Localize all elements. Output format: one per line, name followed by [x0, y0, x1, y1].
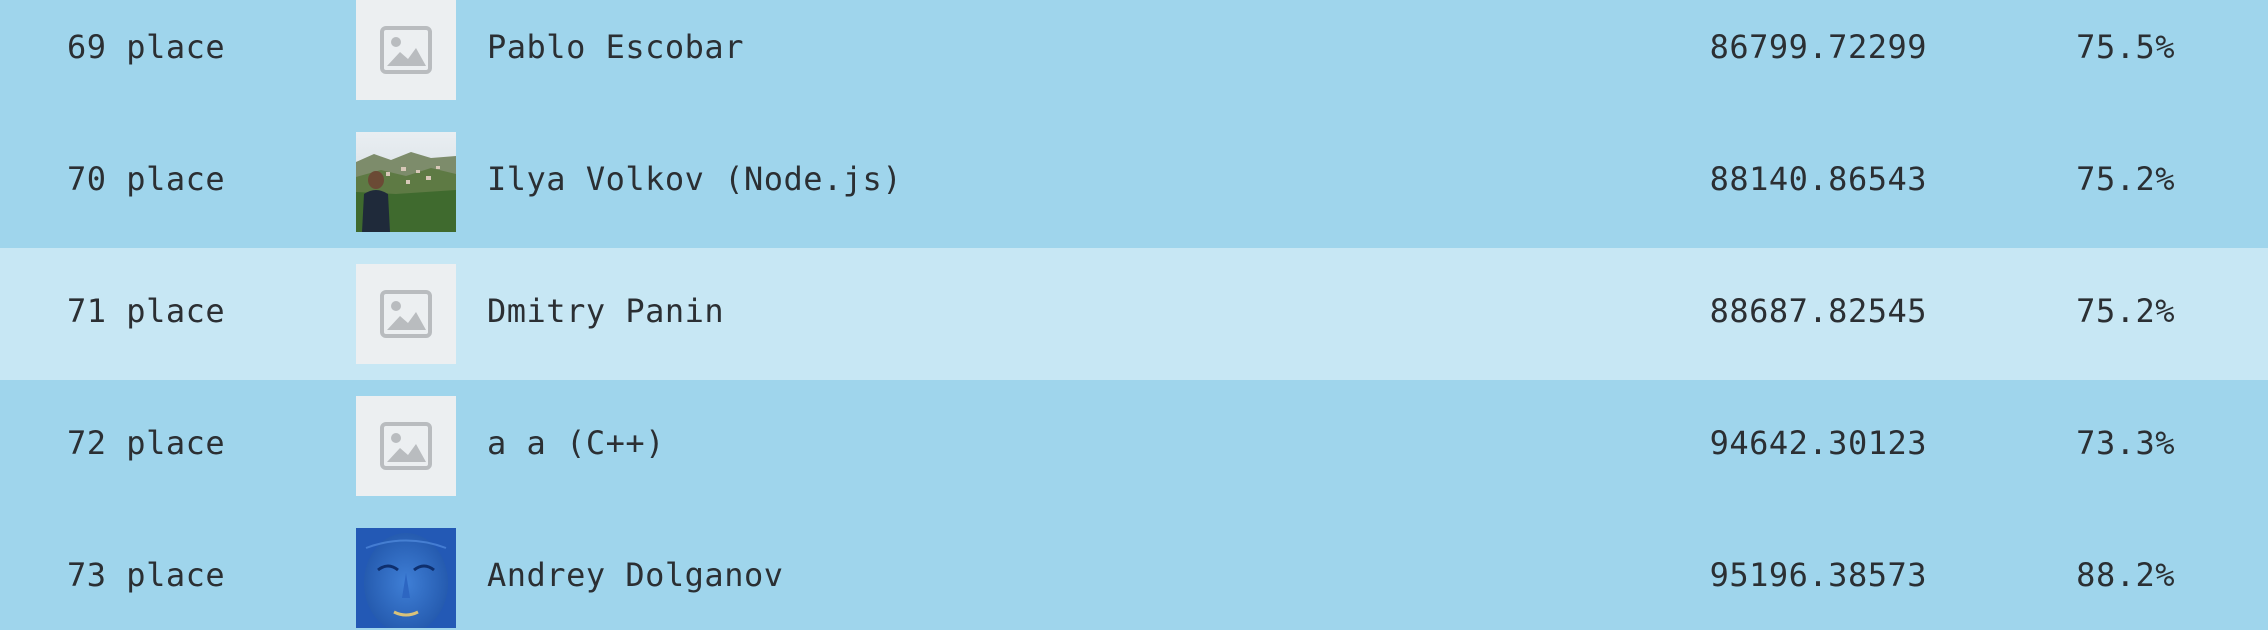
player-name: Ilya Volkov (Node.js)	[487, 160, 903, 198]
score-value: 95196.38573	[1709, 556, 1927, 594]
player-name: Andrey Dolganov	[487, 556, 784, 594]
score-value: 86799.72299	[1709, 28, 1927, 66]
place-label: 69 place	[67, 28, 226, 66]
user-photo	[356, 528, 456, 628]
avatar	[356, 132, 456, 232]
percent-value: 75.2%	[2076, 292, 2175, 330]
place-label: 72 place	[67, 424, 226, 462]
avatar	[356, 0, 456, 100]
percent-value: 73.3%	[2076, 424, 2175, 462]
score-value: 88687.82545	[1709, 292, 1927, 330]
image-placeholder-icon	[380, 290, 432, 338]
score-value: 88140.86543	[1709, 160, 1927, 198]
image-placeholder-icon	[380, 422, 432, 470]
place-label: 71 place	[67, 292, 226, 330]
percent-value: 75.2%	[2076, 160, 2175, 198]
player-name: a a (C++)	[487, 424, 665, 462]
image-placeholder-icon	[380, 26, 432, 74]
user-photo	[356, 132, 456, 232]
score-value: 94642.30123	[1709, 424, 1927, 462]
player-name: Dmitry Panin	[487, 292, 725, 330]
table-row[interactable]: 70 place Ilya Volkov (Node.js) 88140.86	[0, 116, 2268, 248]
percent-value: 88.2%	[2076, 556, 2175, 594]
table-row[interactable]: 72 place a a (C++) 94642.30123 73.3%	[0, 380, 2268, 512]
place-label: 73 place	[67, 556, 226, 594]
table-row[interactable]: 69 place Pablo Escobar 86799.72299 75.5%	[0, 0, 2268, 116]
player-name: Pablo Escobar	[487, 28, 744, 66]
table-row-highlighted[interactable]: 71 place Dmitry Panin 88687.82545 75.2%	[0, 248, 2268, 380]
table-row[interactable]: 73 place Andrey Dolganov 95196.38573	[0, 512, 2268, 630]
percent-value: 75.5%	[2076, 28, 2175, 66]
avatar	[356, 396, 456, 496]
avatar	[356, 264, 456, 364]
place-label: 70 place	[67, 160, 226, 198]
avatar	[356, 528, 456, 628]
